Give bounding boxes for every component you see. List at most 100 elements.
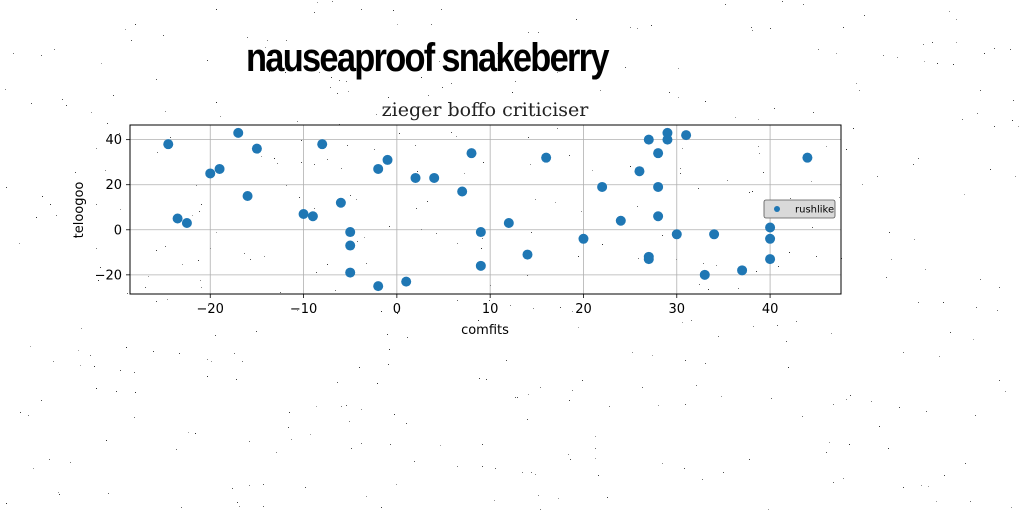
- noise-dot: [682, 322, 683, 323]
- noise-dot: [116, 391, 117, 392]
- noise-dot: [107, 123, 108, 124]
- noise-dot: [381, 507, 382, 508]
- data-point: [214, 163, 225, 174]
- noise-dot: [696, 385, 697, 386]
- noise-dot: [833, 404, 834, 405]
- noise-dot: [280, 292, 281, 293]
- noise-dot: [339, 80, 340, 81]
- noise-dot: [678, 68, 679, 69]
- noise-dot: [348, 91, 349, 92]
- noise-dot: [802, 416, 803, 417]
- noise-dot: [441, 9, 442, 10]
- noise-dot: [357, 241, 358, 242]
- noise-dot: [41, 400, 42, 401]
- noise-dot: [708, 289, 709, 290]
- noise-dot: [13, 53, 14, 54]
- noise-dot: [984, 53, 985, 54]
- noise-dot: [156, 301, 157, 302]
- noise-dot: [812, 227, 813, 228]
- noise-dot: [939, 356, 940, 357]
- noise-dot: [538, 495, 539, 496]
- noise-dot: [297, 121, 298, 122]
- noise-dot: [19, 243, 20, 244]
- data-point: [373, 281, 384, 292]
- noise-dot: [131, 40, 132, 41]
- data-point: [643, 134, 654, 145]
- y-tick-label: 20: [105, 178, 122, 193]
- noise-dot: [201, 287, 202, 288]
- noise-dot: [723, 472, 724, 473]
- noise-dot: [330, 87, 331, 88]
- noise-dot: [950, 332, 951, 333]
- noise-dot: [291, 439, 292, 440]
- noise-dot: [416, 208, 417, 209]
- noise-dot: [538, 32, 539, 33]
- noise-dot: [685, 360, 686, 361]
- noise-dot: [970, 501, 971, 502]
- noise-dot: [569, 155, 570, 156]
- noise-dot: [58, 492, 59, 493]
- noise-dot: [90, 355, 91, 356]
- noise-dot: [572, 390, 573, 391]
- data-point: [401, 276, 412, 287]
- noise-dot: [638, 258, 639, 259]
- x-tick-label: 40: [762, 302, 779, 317]
- noise-dot: [20, 412, 21, 413]
- noise-dot: [207, 376, 208, 377]
- noise-dot: [856, 83, 857, 84]
- noise-dot: [763, 172, 764, 173]
- noise-dot: [148, 276, 149, 277]
- noise-dot: [483, 162, 484, 163]
- noise-dot: [568, 454, 569, 455]
- noise-dot: [196, 185, 197, 186]
- data-point: [671, 229, 682, 240]
- noise-dot: [428, 95, 429, 96]
- noise-dot: [752, 30, 753, 31]
- noise-dot: [932, 42, 933, 43]
- noise-dot: [198, 260, 199, 261]
- noise-dot: [415, 145, 416, 146]
- noise-dot: [883, 55, 884, 56]
- legend-label: rushlike: [795, 205, 834, 216]
- noise-dot: [565, 110, 566, 111]
- noise-dot: [774, 108, 775, 109]
- plot-frame: [129, 124, 842, 295]
- noise-dot: [406, 423, 407, 424]
- noise-dot: [928, 486, 929, 487]
- noise-dot: [6, 503, 7, 504]
- noise-dot: [680, 168, 681, 169]
- noise-dot: [288, 427, 289, 428]
- noise-dot: [949, 11, 950, 12]
- noise-dot: [457, 243, 458, 244]
- noise-dot: [100, 267, 101, 268]
- data-point: [578, 233, 589, 244]
- noise-dot: [738, 288, 739, 289]
- y-axis-label: teloogoo: [72, 182, 87, 239]
- noise-dot: [192, 215, 193, 216]
- noise-dot: [528, 394, 529, 395]
- noise-dot: [758, 119, 759, 120]
- noise-dot: [236, 379, 237, 380]
- noise-dot: [397, 313, 398, 314]
- noise-dot: [752, 191, 753, 192]
- noise-dot: [716, 265, 717, 266]
- noise-dot: [289, 412, 290, 413]
- noise-dot: [749, 459, 750, 460]
- noise-dot: [914, 239, 915, 240]
- noise-dot: [127, 293, 128, 294]
- noise-dot: [5, 89, 6, 90]
- legend-box: [763, 199, 836, 219]
- noise-dot: [341, 168, 342, 169]
- noise-dot: [28, 415, 29, 416]
- noise-dot: [698, 188, 699, 189]
- noise-dot: [495, 468, 496, 469]
- noise-dot: [980, 90, 981, 91]
- legend: rushlike: [763, 199, 836, 219]
- noise-dot: [96, 204, 97, 205]
- noise-dot: [749, 192, 750, 193]
- noise-dot: [163, 35, 164, 36]
- noise-dot: [396, 484, 397, 485]
- noise-dot: [1010, 49, 1011, 50]
- noise-dot: [179, 353, 180, 354]
- noise-dot: [558, 498, 559, 499]
